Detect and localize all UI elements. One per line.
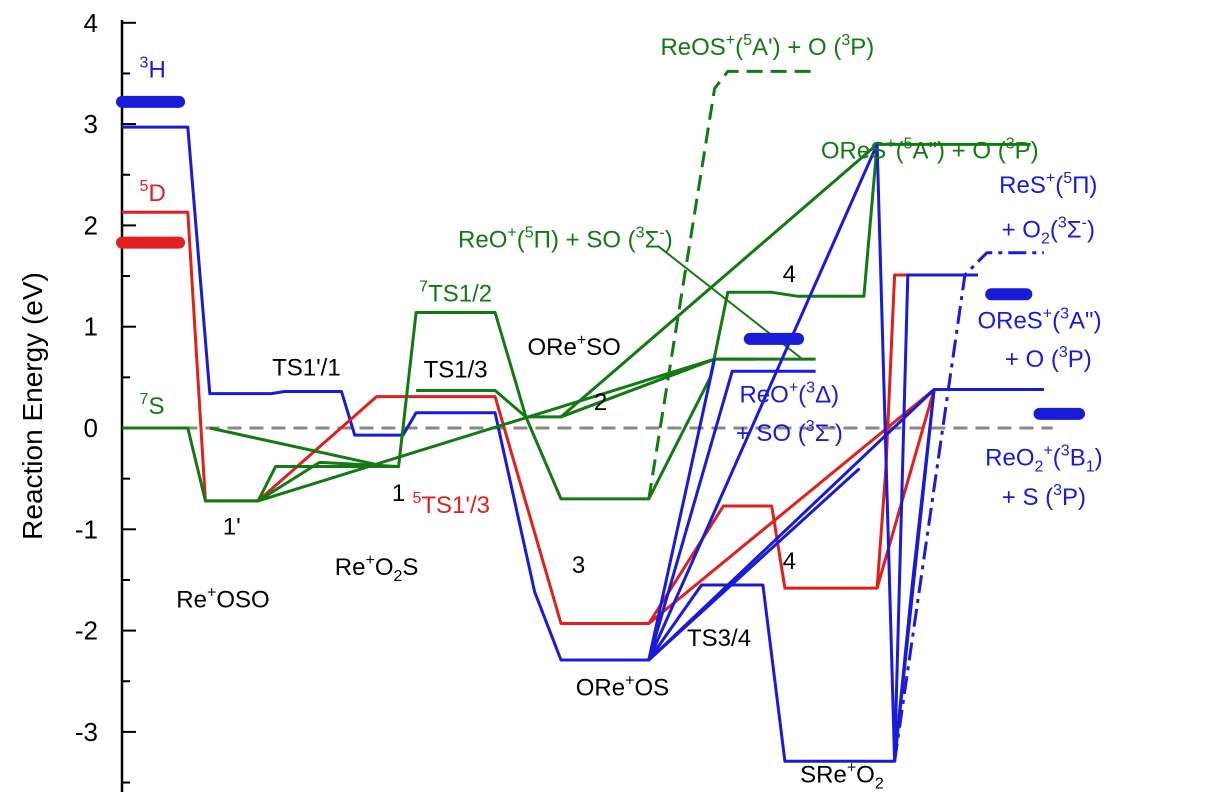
lbl-4a: 4 [783, 548, 796, 575]
lbl-res-1: ReS+(5Π) [999, 170, 1097, 199]
lbl-7ts12: 7TS1/2 [419, 278, 492, 307]
lbl-5D: 5D [140, 178, 166, 207]
lbl-7S: 7S [140, 391, 165, 420]
experimental-bars [116, 95, 1086, 420]
energy-path-green-6 [209, 426, 386, 468]
lbl-re-oso: Re+OSO [176, 584, 269, 613]
energy-path-blue-22 [893, 251, 1044, 762]
energy-path-blue-1 [122, 125, 1044, 763]
series-group [122, 69, 1044, 763]
y-tick-label: 2 [84, 210, 98, 240]
lbl-4b: 4 [783, 261, 796, 288]
energy-path-blue-14 [647, 358, 717, 661]
energy-path-green-8 [560, 143, 879, 419]
energy-path-blue-18 [647, 467, 861, 662]
energy-path-green-23 [647, 69, 812, 500]
y-axis-label: Reaction Energy (eV) [17, 272, 48, 540]
energy-path-blue-16 [647, 143, 879, 661]
lbl-reos: ReOS+(5A') + O (3P) [660, 32, 874, 61]
energy-path-blue-21 [875, 144, 897, 762]
y-tick-label: -1 [75, 514, 98, 544]
lbl-ores-3-1: OReS+(3A") [977, 306, 1101, 335]
y-axis: 4 3 2 1 0 -1 -2 -3 [75, 8, 136, 792]
energy-path-blue-19 [893, 273, 978, 762]
lbl-1p: 1' [223, 513, 241, 540]
y-tick-label: 3 [84, 109, 98, 139]
lbl-ores-5: OReS+(5A") + O (3P) [821, 136, 1039, 165]
lbl-reo-3d-2: + SO (3Σ-) [736, 418, 843, 447]
lbl-3H: 3H [140, 55, 166, 84]
lbl-re-o2s: Re+O2S [335, 552, 419, 585]
lbl-ts34: TS3/4 [687, 625, 751, 652]
lbl-ts13: TS1/3 [424, 356, 488, 383]
y-tick-label: -3 [75, 717, 98, 747]
lbl-reo-5pi: ReO+(5Π) + SO (3Σ-) [458, 225, 673, 254]
annotation-labels: 3H 5D 7S TS1'/1 7TS1/2 TS1/3 ORe+SO 2 1' 1 Re+OSO R… [140, 32, 1103, 792]
lbl-reo2-1: ReO2+(3B1) [985, 442, 1102, 475]
lbl-ores-3-2: + O (3P) [1005, 344, 1092, 373]
energy-path-green-3 [122, 142, 1031, 503]
energy-path-green-9 [560, 357, 716, 419]
lbl-2: 2 [594, 389, 607, 416]
y-tick-label: -2 [75, 616, 98, 646]
y-tick-label: 0 [84, 413, 98, 443]
y-tick-label: 1 [84, 312, 98, 342]
energy-path-blue-20 [893, 389, 936, 762]
lbl-ore-so: ORe+SO [527, 332, 620, 361]
energy-path-green-7 [257, 357, 716, 503]
lbl-reo2-2: + S (3P) [1002, 482, 1086, 511]
lbl-3: 3 [572, 552, 585, 579]
y-tick-label: 4 [84, 8, 98, 38]
lbl-reo-3d-1: ReO+(3Δ) [739, 380, 839, 409]
lbl-1: 1 [392, 480, 405, 507]
lbl-ts1p1: TS1'/1 [272, 354, 341, 381]
lbl-res-2: + O2(3Σ-) [1002, 215, 1095, 248]
lbl-ore-os: ORe+OS [576, 672, 669, 701]
lbl-sre-o2: SRe+O2 [800, 760, 884, 793]
energy-path-blue-15 [647, 369, 816, 661]
lbl-5ts1p3: 5TS1'/3 [412, 490, 490, 519]
energy-path-red-13 [875, 389, 936, 589]
